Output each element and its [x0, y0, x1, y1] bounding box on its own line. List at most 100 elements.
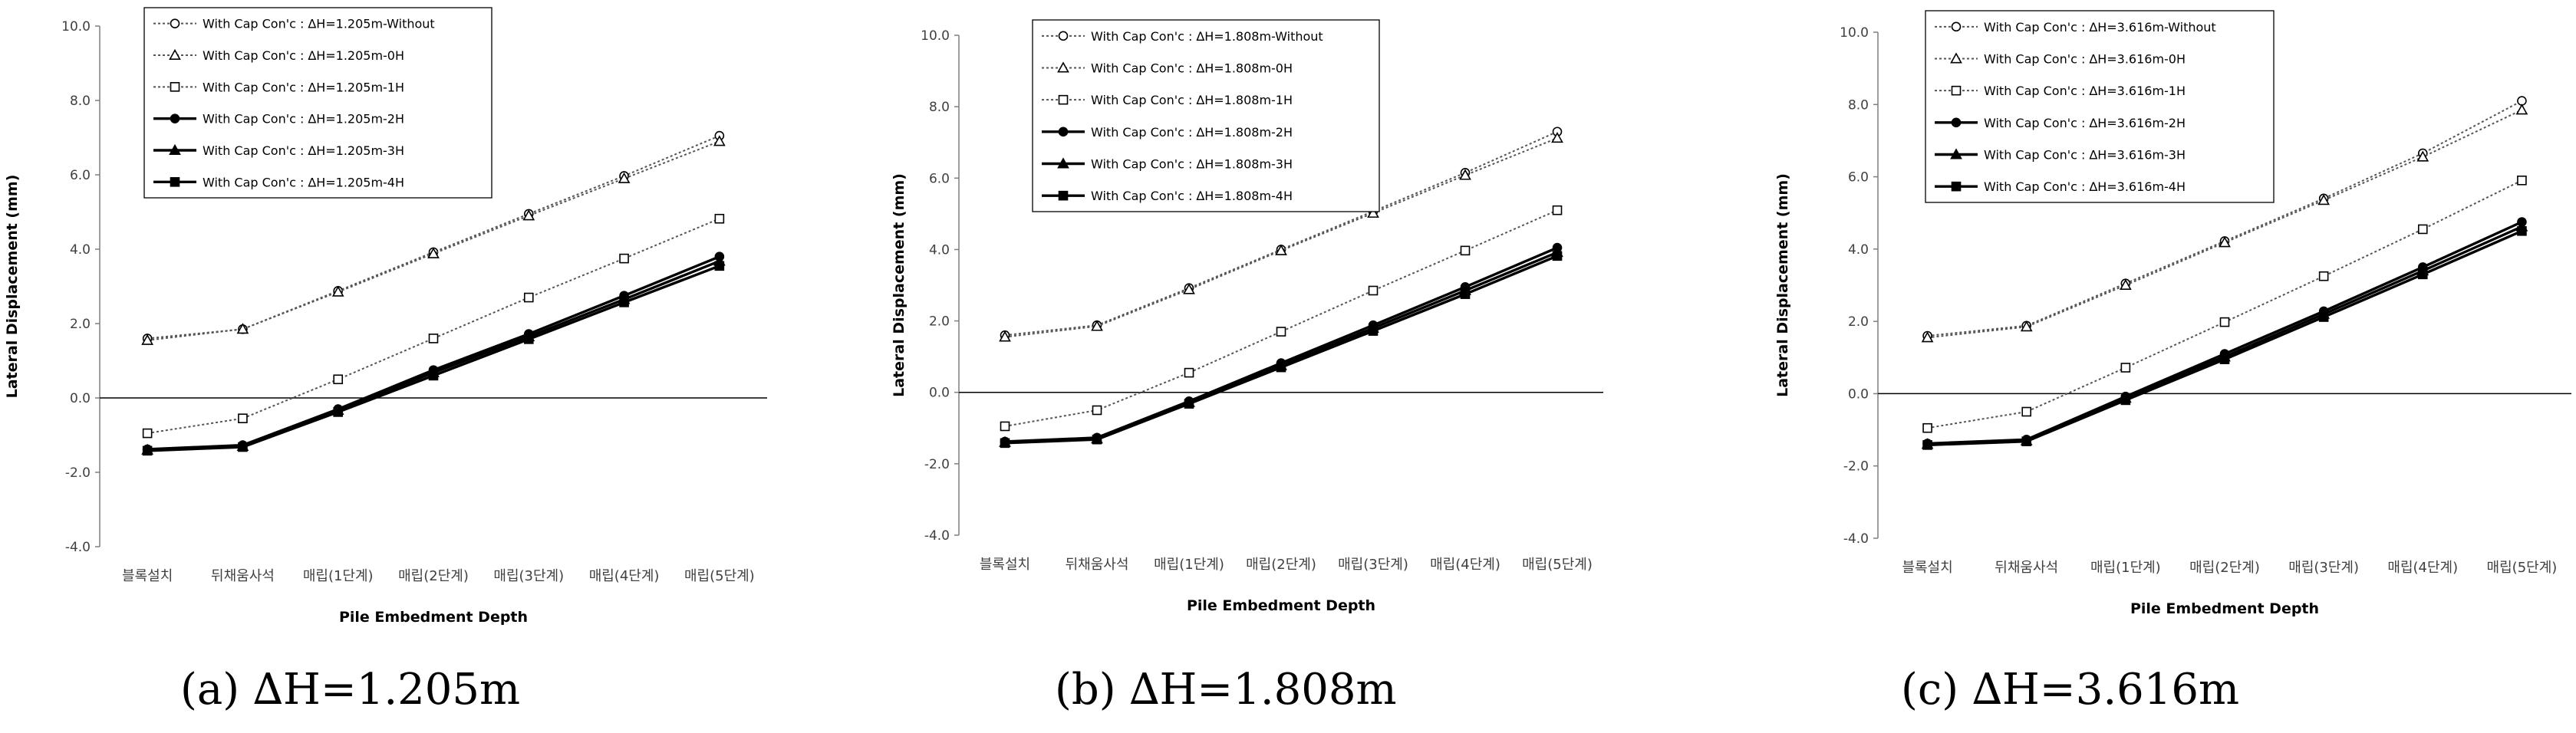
- series-5: [142, 261, 725, 456]
- data-point: [333, 374, 344, 385]
- y-tick-label: 6.0: [1848, 170, 1869, 186]
- series-2: [1922, 175, 2527, 433]
- legend-marker: [1058, 190, 1069, 201]
- legend-label: With Cap Con'c : ∆H=1.808m-4H: [1091, 189, 1293, 203]
- figure-caption: (c) ∆H=3.616m: [1901, 665, 2239, 715]
- series-4: [999, 246, 1563, 447]
- x-tick-label: 매립(1단계): [303, 568, 374, 584]
- data-point: [2219, 236, 2231, 248]
- legend-label: With Cap Con'c : ∆H=1.205m-1H: [203, 80, 404, 94]
- legend-label: With Cap Con'c : ∆H=1.808m-2H: [1091, 125, 1293, 140]
- x-tick-label: 매립(3단계): [2288, 560, 2359, 576]
- data-point: [142, 445, 153, 456]
- legend-label: With Cap Con'c : ∆H=3.616m-0H: [1984, 52, 2186, 67]
- legend-label: With Cap Con'c : ∆H=1.808m-0H: [1091, 61, 1293, 76]
- data-point: [522, 209, 535, 221]
- legend-label: With Cap Con'c : ∆H=3.616m-4H: [1984, 179, 2186, 194]
- legend: With Cap Con'c : ∆H=3.616m-Without With C…: [1925, 10, 2275, 203]
- data-point: [619, 253, 629, 264]
- legend: With Cap Con'c : ∆H=1.808m-Without With C…: [1032, 19, 1380, 212]
- x-tick-label: 뒤채움사석: [1066, 557, 1129, 573]
- x-tick-label: 매립(3단계): [493, 568, 564, 584]
- data-point: [523, 334, 534, 344]
- chart-1: -4.0 -2.0 0.0 2.0 4.0 6.0 8.0 10.0 블록설치 뒤채움사석 매립(1…: [891, 19, 1603, 715]
- x-tick-label: 매립(1단계): [1154, 557, 1224, 573]
- y-tick-label: 2.0: [929, 314, 950, 330]
- series-5: [1000, 251, 1563, 449]
- data-point: [619, 297, 629, 307]
- data-point: [2417, 269, 2428, 280]
- series-5: [1922, 225, 2527, 450]
- chart-0: -4.0 -2.0 0.0 2.0 4.0 6.0 8.0 10.0 블록설치 뒤채움사석 매립(1…: [4, 7, 767, 715]
- data-point: [1367, 206, 1379, 218]
- y-tick-label: -4.0: [924, 528, 950, 544]
- series-1: [141, 135, 726, 345]
- legend-label: With Cap Con'c : ∆H=3.616m-1H: [1984, 84, 2186, 98]
- x-tick-label: 블록설치: [122, 568, 173, 584]
- legend-marker: [170, 177, 180, 187]
- data-point: [618, 172, 631, 183]
- y-axis-title: Lateral Displacement (mm): [4, 175, 21, 399]
- legend-label: With Cap Con'c : ∆H=1.205m-0H: [203, 48, 404, 63]
- data-point: [2021, 436, 2032, 446]
- data-point: [2020, 320, 2033, 332]
- data-point: [1368, 285, 1379, 296]
- data-point: [714, 261, 725, 271]
- legend-marker: [1951, 117, 1962, 128]
- x-tick-label: 뒤채움사석: [1995, 560, 2058, 576]
- y-tick-label: 6.0: [929, 171, 950, 186]
- y-axis-title: Lateral Displacement (mm): [891, 173, 908, 397]
- y-axis-title: Lateral Displacement (mm): [1774, 173, 1791, 397]
- series-line: [147, 265, 720, 452]
- data-point: [238, 442, 248, 452]
- x-tick-label: 매립(4단계): [589, 568, 660, 584]
- y-tick-label: -2.0: [924, 457, 950, 472]
- x-tick-label: 매립(4단계): [1430, 557, 1500, 573]
- y-tick-label: 4.0: [70, 242, 91, 258]
- legend-marker: [170, 113, 180, 123]
- x-tick-label: 매립(2단계): [398, 568, 469, 584]
- data-point: [1276, 327, 1286, 337]
- x-axis-title: Pile Embedment Depth: [2130, 600, 2319, 617]
- data-point: [999, 330, 1011, 342]
- legend-box: [1925, 10, 2275, 203]
- legend-marker: [1951, 85, 1962, 96]
- data-point: [1368, 326, 1379, 336]
- data-point: [1460, 289, 1471, 299]
- data-point: [1551, 131, 1563, 143]
- series-3: [1000, 242, 1563, 447]
- series-line: [1927, 179, 2522, 429]
- legend-label: With Cap Con'c : ∆H=3.616m-3H: [1984, 148, 2186, 163]
- data-point: [1459, 169, 1471, 180]
- series-2: [1000, 205, 1563, 432]
- y-tick-label: 0.0: [929, 386, 950, 401]
- y-tick-label: 0.0: [1848, 386, 1869, 402]
- data-point: [1184, 399, 1194, 409]
- data-point: [2120, 363, 2131, 373]
- legend-marker: [1950, 148, 1962, 159]
- data-point: [1552, 205, 1563, 215]
- legend-marker: [1057, 61, 1069, 73]
- legend-marker: [1058, 127, 1069, 137]
- series-line: [147, 255, 720, 451]
- data-point: [2219, 317, 2230, 327]
- data-point: [1922, 422, 1932, 433]
- data-point: [1276, 362, 1286, 373]
- series-4: [1921, 220, 2528, 449]
- data-point: [1000, 421, 1010, 432]
- data-point: [714, 213, 725, 224]
- data-point: [2517, 225, 2527, 236]
- data-point: [428, 334, 439, 343]
- legend-marker: [170, 82, 180, 92]
- legend-box: [1032, 19, 1380, 212]
- data-point: [2318, 271, 2329, 281]
- data-point: [1091, 320, 1103, 331]
- y-tick-label: -2.0: [1843, 459, 1869, 475]
- data-point: [2119, 278, 2132, 291]
- series-3: [142, 251, 725, 455]
- data-point: [713, 135, 726, 146]
- y-tick-label: 6.0: [70, 168, 91, 183]
- data-point: [2515, 104, 2528, 115]
- y-tick-label: 10.0: [1840, 25, 1869, 41]
